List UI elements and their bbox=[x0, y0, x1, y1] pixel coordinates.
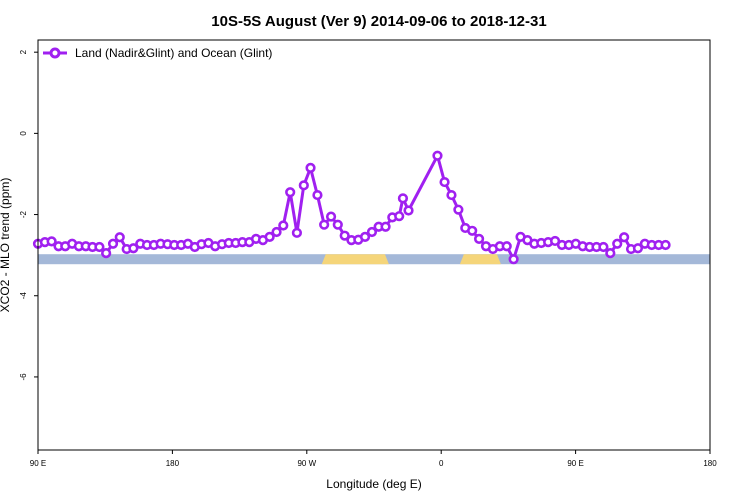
axes: 2 0 -2 -4 -6 90 E 180 90 W 0 90 E 180 bbox=[19, 49, 717, 468]
y-tick-label: 2 bbox=[19, 49, 28, 54]
data-point bbox=[605, 248, 616, 259]
data-point bbox=[325, 211, 337, 222]
legend: Land (Nadir&Glint) and Ocean (Glint) bbox=[43, 46, 272, 60]
x-tick-label: 0 bbox=[439, 459, 444, 468]
data-point bbox=[264, 231, 275, 242]
data-point bbox=[359, 231, 371, 242]
data-point bbox=[403, 205, 414, 216]
data-point bbox=[432, 150, 443, 161]
y-tick-label: 0 bbox=[19, 131, 28, 136]
data-point bbox=[339, 230, 350, 241]
legend-marker bbox=[49, 47, 61, 59]
data-point bbox=[473, 233, 485, 245]
data-point bbox=[612, 238, 623, 249]
x-tick-label: 180 bbox=[166, 459, 180, 468]
legend-label: Land (Nadir&Glint) and Ocean (Glint) bbox=[75, 46, 272, 60]
data-point bbox=[298, 180, 309, 191]
y-tick-label: -4 bbox=[19, 292, 28, 300]
data-point bbox=[319, 219, 330, 230]
data-point bbox=[94, 241, 105, 253]
data-point bbox=[278, 220, 289, 231]
data-point bbox=[305, 162, 316, 173]
x-tick-label: 90 E bbox=[567, 459, 583, 468]
data-point bbox=[446, 189, 457, 201]
data-point bbox=[508, 254, 519, 265]
y-tick-label: -2 bbox=[19, 210, 28, 218]
data-point bbox=[394, 211, 405, 222]
data-point bbox=[107, 238, 119, 249]
plot-area bbox=[32, 150, 710, 265]
data-point bbox=[46, 236, 57, 247]
x-tick-label: 90 W bbox=[297, 459, 316, 468]
data-point bbox=[312, 189, 323, 201]
data-point bbox=[549, 235, 561, 247]
data-point bbox=[101, 248, 112, 259]
y-axis-label: XCO2 - MLO trend (ppm) bbox=[0, 178, 12, 313]
data-point bbox=[380, 221, 391, 232]
data-point bbox=[598, 241, 609, 253]
data-point bbox=[467, 225, 478, 236]
chart-title: 10S-5S August (Ver 9) 2014-09-06 to 2018… bbox=[211, 13, 546, 30]
data-point bbox=[128, 243, 139, 254]
x-tick-label: 90 E bbox=[30, 459, 46, 468]
data-point bbox=[291, 227, 303, 238]
land-segment bbox=[321, 254, 389, 265]
data-point bbox=[453, 204, 464, 215]
data-point bbox=[632, 243, 644, 254]
data-point bbox=[619, 232, 630, 243]
data-point bbox=[501, 241, 512, 252]
data-point bbox=[397, 193, 409, 204]
data-point bbox=[660, 239, 671, 251]
x-tick-label: 180 bbox=[703, 459, 717, 468]
data-point bbox=[114, 232, 125, 243]
data-point bbox=[332, 219, 343, 230]
land-segment bbox=[459, 254, 501, 265]
data-point bbox=[271, 226, 282, 238]
data-point bbox=[439, 176, 450, 188]
y-tick-label: -6 bbox=[19, 373, 28, 381]
plot-frame bbox=[37, 39, 711, 451]
data-point bbox=[366, 226, 378, 238]
data-point bbox=[285, 187, 296, 198]
x-axis-label: Longitude (deg E) bbox=[326, 477, 421, 491]
